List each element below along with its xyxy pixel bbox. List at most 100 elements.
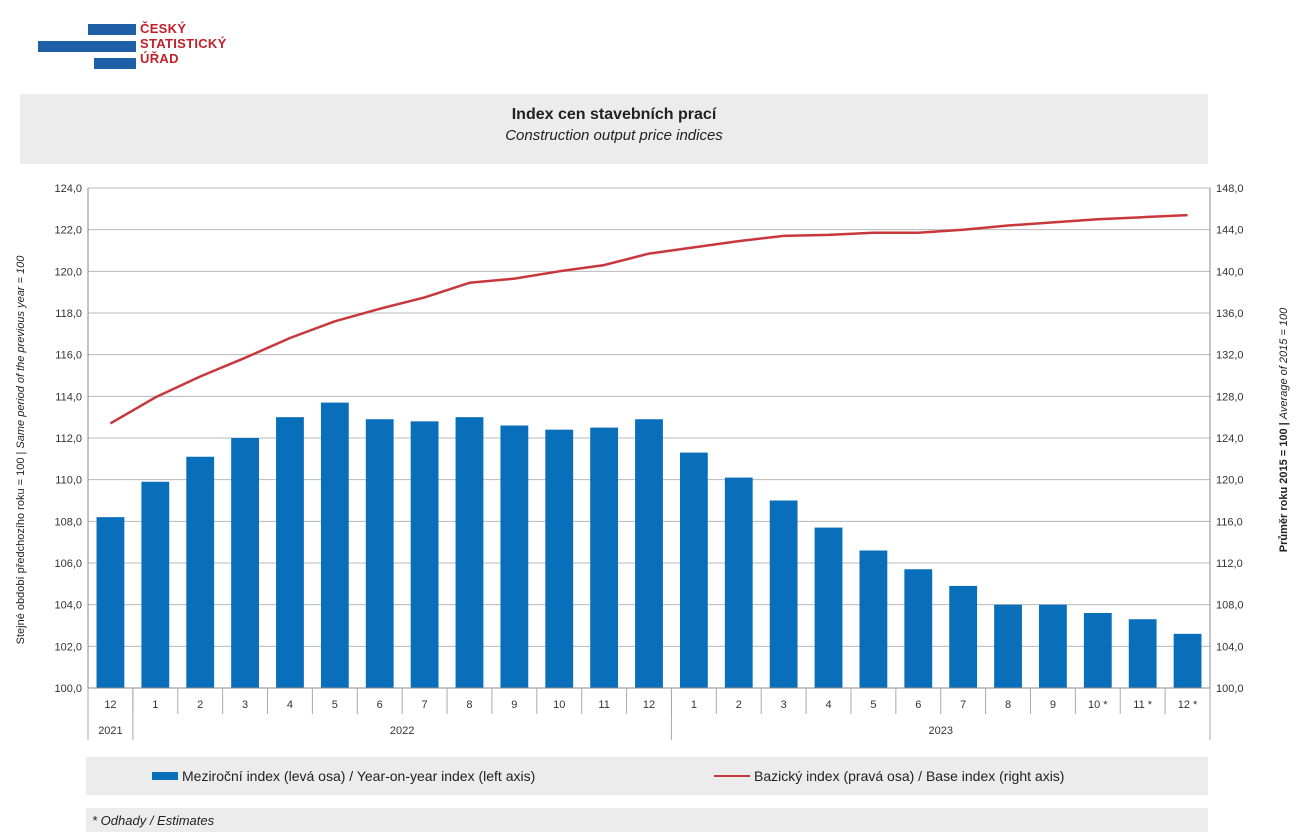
x-tick-label: 12 [104, 699, 116, 711]
bar [545, 429, 574, 688]
logo-text-line1: ČESKÝ [140, 21, 187, 36]
y-tick-label-left: 114,0 [55, 391, 82, 403]
y-tick-label-left: 122,0 [54, 225, 82, 237]
y-tick-label-left: 108,0 [54, 516, 82, 528]
x-tick-label: 11 * [1133, 699, 1152, 711]
bar [410, 421, 439, 688]
year-label: 2021 [98, 725, 122, 737]
y-tick-label-left: 100,0 [54, 683, 82, 695]
bar [1083, 613, 1112, 688]
combo-chart: 100,0 100,0 102,0 104,0 104,0 108,0 106,0 112,0… [15, 183, 1290, 740]
y-tick-label-right: 124,0 [1216, 433, 1244, 445]
x-tick-label: 5 [870, 699, 876, 711]
y-tick-label-right: 116,0 [1216, 516, 1243, 528]
x-tick-label: 7 [960, 699, 966, 711]
x-tick-label: 3 [781, 699, 787, 711]
chart-title-box: Index cen stavebních prací Construction … [20, 94, 1208, 164]
y-tick-label-left: 116,0 [55, 350, 82, 362]
x-tick-label: 7 [422, 699, 428, 711]
year-label: 2022 [390, 725, 414, 737]
bar [814, 527, 843, 688]
bar [186, 456, 215, 688]
x-tick-label: 8 [466, 699, 472, 711]
x-tick-label: 1 [691, 699, 697, 711]
chart-title: Index cen stavebních prací [511, 106, 717, 123]
y-tick-label-right: 104,0 [1216, 641, 1244, 653]
x-tick-label: 4 [287, 699, 293, 711]
x-tick-label: 6 [915, 699, 921, 711]
bar [635, 419, 663, 688]
y-tick-label-left: 118,0 [55, 308, 82, 320]
bar [276, 417, 304, 688]
bar [679, 452, 708, 688]
legend-label-base: Bazický index (pravá osa) / Base index (… [754, 768, 1065, 784]
logo-text-line3: ÚŘAD [140, 51, 179, 66]
bar [96, 517, 125, 688]
y-tick-label-right: 132,0 [1216, 350, 1244, 362]
line-series [109, 213, 1188, 425]
legend-item-yoy: Meziroční index (levá osa) / Year-on-yea… [152, 768, 535, 784]
y-tick-label-right: 120,0 [1216, 475, 1244, 487]
x-tick-label: 10 [553, 699, 565, 711]
csu-logo: ČESKÝ STATISTICKÝ ÚŘAD [38, 20, 278, 76]
bar [590, 427, 619, 688]
x-tick-label: 8 [1005, 699, 1011, 711]
bar-series [96, 402, 1202, 688]
y-tick-label-left: 110,0 [55, 475, 82, 487]
y-axis-label-right: Průměr roku 2015 = 100 | Average of 2015… [1278, 307, 1290, 552]
x-tick-label: 2 [197, 699, 203, 711]
x-tick-label: 9 [511, 699, 517, 711]
y-tick-label-right: 140,0 [1216, 266, 1244, 278]
y-tick-label-right: 108,0 [1216, 600, 1244, 612]
x-tick-label: 1 [152, 699, 158, 711]
y-tick-label-left: 124,0 [54, 183, 82, 195]
x-tick-label: 11 [598, 699, 609, 711]
bar [904, 569, 933, 688]
footnote-text: * Odhady / Estimates [92, 813, 215, 828]
legend-item-base: Bazický index (pravá osa) / Base index (… [714, 768, 1064, 784]
y-axis-label-right-cz: Průměr roku 2015 = 100 | [1278, 419, 1290, 552]
bar [949, 585, 978, 688]
legend-swatch-bar [152, 772, 178, 780]
x-tick-label: 5 [332, 699, 338, 711]
legend: Meziroční index (levá osa) / Year-on-yea… [86, 757, 1208, 795]
bar [769, 500, 798, 688]
y-axis-label-left-cz: Stejné období předchozího roku = 100 | [15, 449, 27, 645]
bar [320, 402, 349, 688]
y-tick-label-left: 120,0 [54, 266, 82, 278]
bar [141, 481, 170, 688]
bar [1173, 633, 1202, 688]
base-index-line [109, 213, 1188, 425]
y-tick-label-right: 100,0 [1216, 683, 1244, 695]
y-tick-label-right: 144,0 [1216, 225, 1244, 237]
y-axis-label-left: Stejné období předchozího roku = 100 | S… [15, 255, 27, 645]
legend-label-yoy: Meziroční index (levá osa) / Year-on-yea… [182, 768, 536, 784]
x-tick-label: 12 [643, 699, 655, 711]
axes: 100,0 100,0 102,0 104,0 104,0 108,0 106,0 112,0… [54, 183, 1244, 740]
logo-text-line2: STATISTICKÝ [140, 36, 227, 51]
y-tick-label-left: 102,0 [54, 641, 82, 653]
y-tick-label-left: 104,0 [54, 600, 82, 612]
y-tick-label-right: 128,0 [1216, 391, 1244, 403]
bar [231, 438, 259, 688]
x-tick-label: 2 [736, 699, 742, 711]
x-tick-label: 6 [377, 699, 383, 711]
x-tick-label: 9 [1050, 699, 1056, 711]
x-tick-label: 4 [825, 699, 831, 711]
bar [500, 425, 529, 688]
footnote: * Odhady / Estimates [86, 808, 1208, 832]
x-tick-label: 3 [242, 699, 248, 711]
bar [455, 417, 484, 688]
y-axis-label-right-en: Average of 2015 = 100 [1278, 307, 1290, 420]
y-tick-label-right: 148,0 [1216, 183, 1244, 195]
bar [994, 604, 1022, 688]
legend-swatch-line [714, 775, 750, 777]
bar [1128, 619, 1157, 688]
year-label: 2023 [928, 725, 952, 737]
y-tick-label-left: 112,0 [55, 433, 82, 445]
bar [724, 477, 753, 688]
y-tick-label-right: 136,0 [1216, 308, 1244, 320]
bar [859, 550, 888, 688]
chart-subtitle: Construction output price indices [505, 127, 723, 144]
bar [1039, 604, 1067, 688]
